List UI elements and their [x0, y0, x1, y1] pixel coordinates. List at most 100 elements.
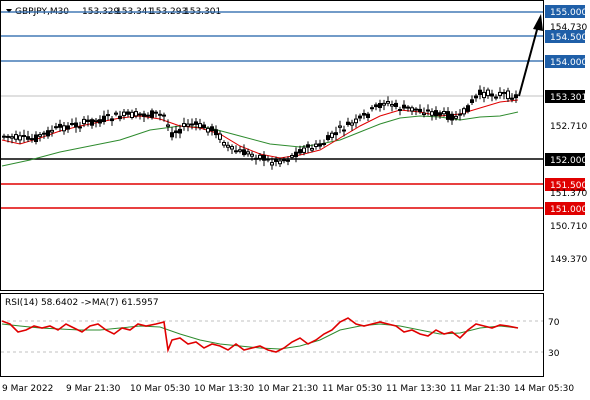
time-tick-8: 14 Mar 05:30: [514, 384, 574, 394]
candle-body: [374, 104, 378, 108]
triangle-down-icon[interactable]: [6, 9, 12, 13]
candle-body: [290, 155, 294, 158]
candle-body: [354, 118, 358, 124]
candle-body: [178, 128, 182, 134]
rsi-pane-frame: [0, 293, 544, 377]
candle-body: [254, 157, 258, 160]
candle-body: [170, 132, 174, 138]
time-tick-4: 10 Mar 21:30: [258, 384, 318, 394]
candle-body: [282, 159, 286, 162]
candle-body: [34, 134, 38, 142]
candle-body: [54, 126, 58, 129]
arrow-head-icon: [533, 14, 543, 31]
candle-body: [226, 144, 230, 148]
time-tick-7: 11 Mar 21:30: [450, 384, 510, 394]
price-tag-155000-bg: [545, 5, 585, 18]
candle-body: [114, 112, 118, 115]
candle-body: [438, 112, 442, 116]
candle-body: [262, 155, 266, 161]
candle-body: [274, 158, 278, 162]
candle-body: [86, 119, 90, 122]
candle-body: [82, 118, 86, 125]
candle-body: [126, 111, 130, 115]
candle-body: [466, 105, 470, 112]
candle-body: [218, 133, 222, 140]
price-tag-154500-bg: [545, 30, 585, 43]
candle-body: [450, 113, 454, 121]
candle-body: [406, 106, 410, 109]
candle-body: [74, 122, 78, 128]
candle-body: [486, 89, 490, 97]
price-tick-154730: 154.730: [550, 23, 587, 33]
candle-body: [66, 125, 70, 130]
candle-body: [346, 121, 350, 125]
candle-body: [358, 115, 362, 119]
candle-body: [210, 126, 214, 132]
candle-body: [78, 126, 82, 129]
candle-body: [58, 123, 62, 128]
candle-body: [250, 153, 254, 157]
candle-body: [366, 113, 370, 118]
candle-body: [410, 107, 414, 112]
candle-body: [10, 136, 14, 139]
candle-body: [458, 113, 462, 116]
candle-body: [386, 101, 390, 104]
candle-body: [494, 96, 498, 99]
candle-body: [442, 111, 446, 115]
candle-body: [322, 143, 326, 145]
candle-body: [122, 111, 126, 117]
candle-body: [434, 110, 438, 117]
candle-body: [42, 132, 46, 135]
time-tick-0: 9 Mar 2022: [2, 384, 53, 394]
candle-body: [422, 112, 426, 115]
price-tick-149370: 149.370: [550, 255, 587, 265]
candle-body: [186, 123, 190, 127]
price-tick-151370: 151.370: [550, 189, 587, 199]
candle-body: [150, 110, 154, 118]
candle-body: [258, 154, 262, 159]
candle-body: [266, 158, 270, 161]
candle-body: [414, 108, 418, 111]
candle-body: [154, 111, 158, 114]
candle-body: [430, 111, 434, 116]
candle-body: [390, 104, 394, 107]
candle-body: [286, 159, 290, 162]
candle-body: [298, 149, 302, 154]
candle-body: [506, 90, 510, 100]
candle-body: [462, 108, 466, 115]
rsi-label: RSI(14) 58.6402 ->MA(7) 61.5957: [5, 298, 159, 308]
candle-body: [130, 111, 134, 119]
candle-body: [482, 91, 486, 99]
rsi-tick-70: 70: [548, 318, 560, 328]
candle-body: [310, 148, 314, 151]
candle-body: [110, 118, 114, 122]
candle-body: [342, 129, 346, 132]
candle-body: [318, 143, 322, 147]
candle-body: [98, 119, 102, 124]
candle-body: [326, 135, 330, 141]
candle-body: [102, 115, 106, 122]
candle-body: [234, 150, 238, 153]
candle-body: [70, 123, 74, 125]
candle-body: [474, 95, 478, 99]
candle-body: [26, 136, 30, 140]
candle-body: [498, 91, 502, 96]
candle-body: [46, 130, 50, 137]
candle-body: [330, 132, 334, 138]
candle-body: [350, 122, 354, 126]
candle-body: [166, 124, 170, 127]
candle-body: [30, 138, 34, 141]
candle-body: [510, 97, 514, 100]
candle-body: [294, 151, 298, 158]
candle-body: [418, 108, 422, 113]
candle-body: [62, 125, 66, 132]
time-tick-5: 11 Mar 05:30: [322, 384, 382, 394]
candle-body: [238, 149, 242, 152]
candle-body: [514, 94, 518, 99]
candle-body: [426, 109, 430, 112]
candle-body: [454, 115, 458, 119]
time-tick-2: 10 Mar 05:30: [130, 384, 190, 394]
candle-body: [138, 113, 142, 116]
price-tick-150710: 150.710: [550, 222, 587, 232]
